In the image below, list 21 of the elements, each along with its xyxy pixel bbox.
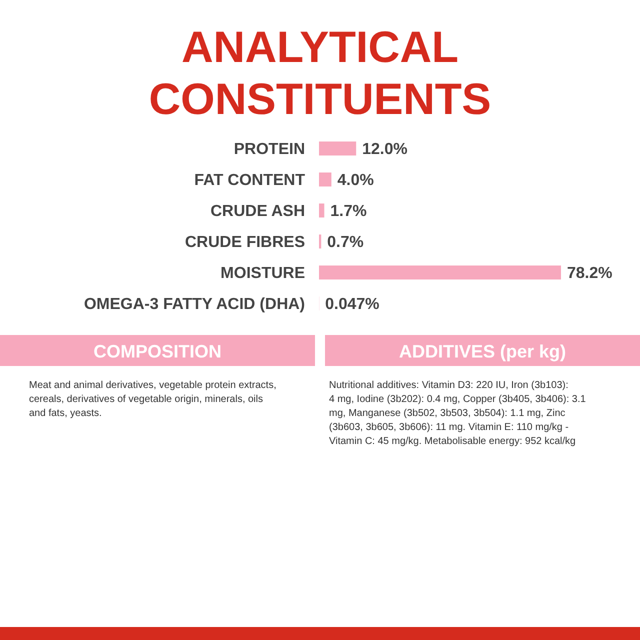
text: ADDITIVES (per kg) <box>398 341 566 362</box>
data-label: 12.0% <box>362 141 408 158</box>
y-tick-label: CRUDE ASH <box>210 203 305 220</box>
data-label: 0.047% <box>325 296 380 314</box>
text: Meat and animal derivatives, vegetable protein extracts, cereals, derivatives of vegetable origin, minerals, oils and fats, yeasts. <box>29 380 276 419</box>
bar <box>319 266 561 280</box>
y-tick-label: OMEGA-3 FATTY ACID (DHA) <box>84 296 305 314</box>
data-label: 0.7% <box>327 234 364 252</box>
data-label: 4.0% <box>337 172 374 190</box>
y-tick-label: PROTEIN <box>234 141 305 158</box>
text: Nutritional additives: Vitamin D3: 220 IU, Iron (3b103): 4 mg, Iodine (3b202): 0.4 mg, Copper (3b405, 3b406): 3.1 mg, Manganese (3b502, 3b503, 3b504): 1.1 mg, Zinc (3b603, 3b605, 3b606): 11 mg. Vitamin E: 110 mg/kg - Vitamin C: 45 mg/kg. Metabolisable energy: 952 kcal/kg <box>329 380 586 447</box>
bar <box>319 204 324 218</box>
y-tick-label: MOISTURE <box>220 265 306 282</box>
y-tick-label: CRUDE FIBRES <box>184 234 306 252</box>
data-label: 78.2% <box>567 265 612 282</box>
y-tick-label: FAT CONTENT <box>194 172 306 190</box>
chart-title: ANALYTICAL CONSTITUENTS <box>148 23 492 124</box>
bar <box>319 142 356 156</box>
text: COMPOSITION <box>93 341 222 362</box>
bar <box>319 172 332 186</box>
data-label: 1.7% <box>330 203 367 220</box>
